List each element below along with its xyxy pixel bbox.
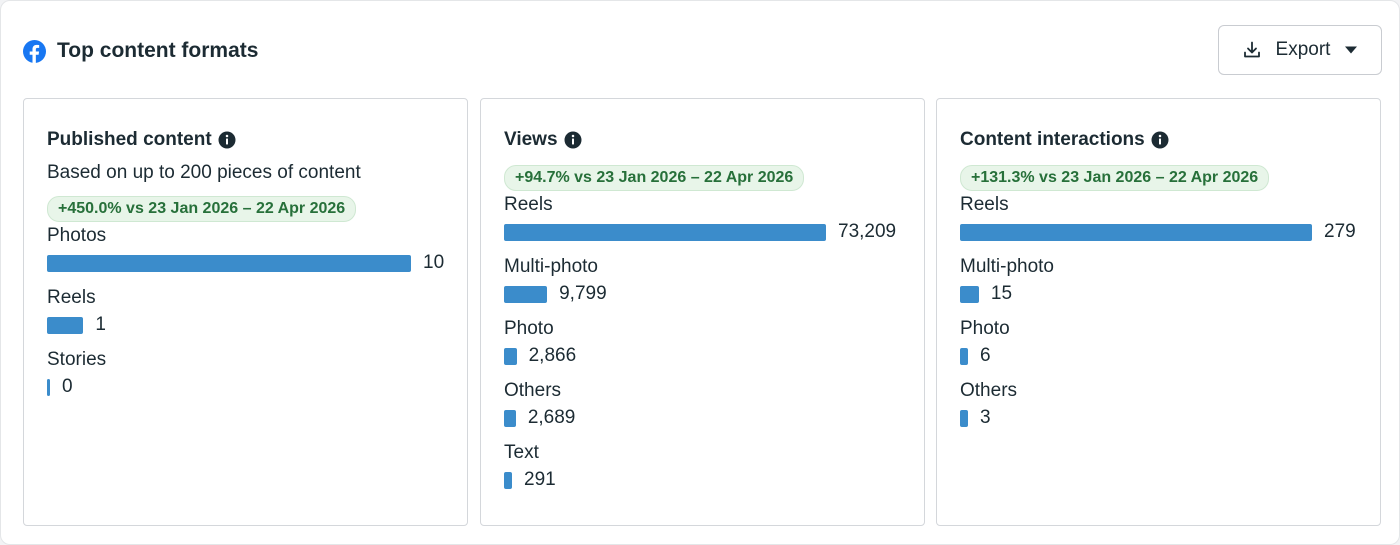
panel-header: Top content formats (23, 31, 258, 71)
bar-line: 279 (960, 221, 1360, 242)
bar-label: Others (504, 380, 562, 401)
bar-label: Photos (47, 225, 107, 246)
bar (504, 223, 826, 241)
info-icon[interactable] (1151, 131, 1169, 149)
bar-row: Reels 1 (47, 285, 447, 347)
bar-label: Multi-photo (960, 256, 1054, 277)
bar-label: Multi-photo (504, 256, 598, 277)
page-title: Top content formats (57, 39, 259, 62)
facebook-icon (23, 39, 46, 63)
bar-label: Others (960, 380, 1018, 401)
bar (504, 409, 516, 427)
card-views: Views +94.7% vs 23 Jan 2026 – 22 Apr 202… (480, 98, 925, 526)
bar (504, 471, 512, 489)
bar-row: Reels 279 (960, 192, 1360, 254)
bar-list: Reels 73,209 Multi-photo 9,799 Photo 2,866 Oth… (504, 192, 904, 502)
bar-row: Text 291 (504, 440, 904, 502)
bar-line: 9,799 (504, 283, 904, 304)
bar (504, 285, 548, 303)
bar-label: Reels (960, 194, 1009, 215)
bar-value: 73,209 (838, 221, 897, 242)
bar-row: Multi-photo 9,799 (504, 254, 904, 316)
bar-line: 2,866 (504, 345, 904, 366)
bar (960, 347, 968, 365)
bar-value: 0 (62, 376, 73, 397)
bar-line: 73,209 (504, 221, 904, 242)
bar-line: 6 (960, 345, 1360, 366)
caret-down-icon (1345, 46, 1358, 54)
card-title-text: Published content (47, 129, 212, 150)
bar-value: 291 (524, 469, 556, 490)
bar-value: 1 (95, 314, 106, 335)
bar-label: Reels (504, 194, 553, 215)
bar-row: Photo 6 (960, 316, 1360, 378)
bar-list: Reels 279 Multi-photo 15 Photo 6 Others 3 (960, 192, 1360, 440)
bar-row: Photos 10 (47, 223, 447, 285)
bar (960, 223, 1312, 241)
comparison-badge: +94.7% vs 23 Jan 2026 – 22 Apr 2026 (504, 165, 805, 191)
bar-value: 3 (980, 407, 991, 428)
bar-line: 3 (960, 407, 1360, 428)
bar-line: 291 (504, 469, 904, 490)
card-title: Content interactions (960, 127, 1360, 153)
info-icon[interactable] (218, 131, 236, 149)
bar-line: 2,689 (504, 407, 904, 428)
bar-row: Others 2,689 (504, 378, 904, 440)
bar-value: 279 (1324, 221, 1356, 242)
card-title: Views (504, 127, 904, 153)
comparison-badge: +450.0% vs 23 Jan 2026 – 22 Apr 2026 (47, 196, 357, 222)
bar-line: 0 (47, 376, 447, 397)
bar-label: Text (504, 442, 539, 463)
bar-label: Photo (960, 318, 1010, 339)
bar-value: 2,689 (527, 407, 576, 428)
bar-row: Others 3 (960, 378, 1360, 440)
bar-value: 6 (980, 345, 991, 366)
bar-label: Stories (47, 349, 107, 370)
card-subtitle: Based on up to 200 pieces of content (47, 162, 361, 183)
export-button[interactable]: Export (1218, 25, 1382, 75)
card-title-text: Content interactions (960, 129, 1145, 150)
bar (960, 285, 979, 303)
bar (504, 347, 517, 365)
bar-row: Photo 2,866 (504, 316, 904, 378)
card-published-content: Published content Based on up to 200 pie… (23, 98, 468, 526)
bar-row: Multi-photo 15 (960, 254, 1360, 316)
info-icon[interactable] (564, 131, 582, 149)
bar (47, 316, 84, 334)
card-content-interactions: Content interactions +131.3% vs 23 Jan 2… (936, 98, 1381, 526)
bar (960, 409, 968, 427)
bar-label: Photo (504, 318, 554, 339)
bar-line: 10 (47, 252, 447, 273)
card-title-text: Views (504, 129, 558, 150)
bar-value: 2,866 (528, 345, 577, 366)
bar-row: Stories 0 (47, 347, 447, 409)
bar-line: 15 (960, 283, 1360, 304)
bar (47, 254, 411, 272)
card-title: Published content (47, 127, 447, 153)
bar-value: 9,799 (559, 283, 607, 304)
bar-line: 1 (47, 314, 447, 335)
bar (47, 378, 50, 396)
comparison-badge: +131.3% vs 23 Jan 2026 – 22 Apr 2026 (960, 165, 1270, 191)
download-icon (1243, 41, 1260, 58)
export-label: Export (1275, 39, 1331, 60)
bar-row: Reels 73,209 (504, 192, 904, 254)
bar-value: 15 (990, 283, 1013, 304)
bar-list: Photos 10 Reels 1 Stories 0 (47, 223, 447, 409)
bar-value: 10 (423, 252, 445, 273)
bar-label: Reels (47, 287, 96, 308)
